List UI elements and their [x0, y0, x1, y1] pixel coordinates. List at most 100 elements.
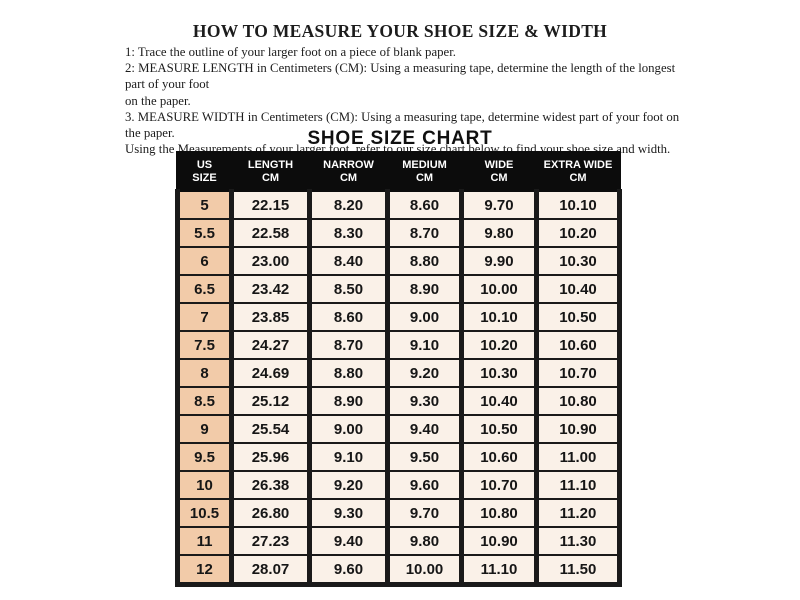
measurement-cell: 9.80: [385, 526, 464, 556]
us-size-cell: 9.5: [175, 442, 234, 472]
measurement-cell: 9.40: [385, 414, 464, 444]
measurement-cell: 10.60: [459, 442, 539, 472]
table-row: 11 27.23 9.40 9.80 10.90 11.30: [175, 526, 622, 556]
measurement-cell: 9.20: [385, 358, 464, 388]
measurement-cell: 11.10: [534, 470, 622, 500]
measurement-cell: 9.10: [307, 442, 390, 472]
measurement-cell: 8.70: [307, 330, 390, 360]
measurement-cell: 9.30: [385, 386, 464, 416]
measurement-cell: 11.10: [459, 554, 539, 587]
us-size-cell: 12: [175, 554, 234, 587]
measurement-cell: 10.60: [534, 330, 622, 360]
measurement-cell: 26.80: [229, 498, 312, 528]
us-size-cell: 7: [175, 302, 234, 332]
measurement-cell: 9.70: [459, 189, 539, 220]
instruction-step: 2: MEASURE LENGTH in Centimeters (CM): U…: [125, 61, 676, 108]
measurement-cell: 28.07: [229, 554, 312, 587]
instruction-step: 1: Trace the outline of your larger foot…: [125, 45, 456, 59]
measurement-cell: 8.30: [307, 218, 390, 248]
measurement-cell: 10.10: [459, 302, 539, 332]
measurement-cell: 23.85: [229, 302, 312, 332]
table-row: 6.5 23.42 8.50 8.90 10.00 10.40: [175, 274, 622, 304]
measurement-cell: 8.90: [385, 274, 464, 304]
column-header: LENGTH CM: [230, 151, 311, 192]
measurement-cell: 9.60: [385, 470, 464, 500]
measurement-cell: 24.27: [229, 330, 312, 360]
us-size-cell: 6: [175, 246, 234, 276]
measurement-cell: 10.90: [534, 414, 622, 444]
us-size-cell: 5: [175, 189, 234, 220]
measurement-cell: 8.90: [307, 386, 390, 416]
measurement-cell: 10.20: [534, 218, 622, 248]
measurement-cell: 8.70: [385, 218, 464, 248]
table-row: 5.5 22.58 8.30 8.70 9.80 10.20: [175, 218, 622, 248]
us-size-cell: 10.5: [175, 498, 234, 528]
measurement-cell: 10.30: [534, 246, 622, 276]
us-size-cell: 10: [175, 470, 234, 500]
us-size-cell: 6.5: [175, 274, 234, 304]
measurement-cell: 9.00: [385, 302, 464, 332]
measurement-cell: 9.00: [307, 414, 390, 444]
table-row: 9 25.54 9.00 9.40 10.50 10.90: [175, 414, 622, 444]
measurement-cell: 10.80: [459, 498, 539, 528]
measurement-cell: 9.60: [307, 554, 390, 587]
measurement-cell: 23.42: [229, 274, 312, 304]
table-row: 9.5 25.96 9.10 9.50 10.60 11.00: [175, 442, 622, 472]
measurement-cell: 9.40: [307, 526, 390, 556]
measurement-cell: 9.50: [385, 442, 464, 472]
measurement-cell: 10.00: [385, 554, 464, 587]
table-row: 5 22.15 8.20 8.60 9.70 10.10: [175, 189, 622, 220]
table-row: 8 24.69 8.80 9.20 10.30 10.70: [175, 358, 622, 388]
measurement-cell: 9.20: [307, 470, 390, 500]
measurement-cell: 9.90: [459, 246, 539, 276]
us-size-cell: 8.5: [175, 386, 234, 416]
column-header: US SIZE: [176, 151, 233, 192]
us-size-cell: 11: [175, 526, 234, 556]
measurement-cell: 8.80: [307, 358, 390, 388]
table-row: 7.5 24.27 8.70 9.10 10.20 10.60: [175, 330, 622, 360]
measurement-cell: 11.00: [534, 442, 622, 472]
table-body: 5 22.15 8.20 8.60 9.70 10.10 5.5 22.58 8.30 8.70 9…: [175, 189, 622, 587]
measurement-cell: 8.80: [385, 246, 464, 276]
measurement-cell: 9.30: [307, 498, 390, 528]
measurement-cell: 8.60: [307, 302, 390, 332]
shoe-size-table: US SIZE LENGTH CM NARROW CM MEDIUM CM WIDE C…: [175, 151, 622, 587]
measurement-cell: 10.50: [459, 414, 539, 444]
table-header-row: US SIZE LENGTH CM NARROW CM MEDIUM CM WIDE C…: [176, 151, 621, 192]
column-header: WIDE CM: [460, 151, 538, 192]
table-row: 7 23.85 8.60 9.00 10.10 10.50: [175, 302, 622, 332]
table-row: 6 23.00 8.40 8.80 9.90 10.30: [175, 246, 622, 276]
measurement-cell: 10.00: [459, 274, 539, 304]
measurement-cell: 27.23: [229, 526, 312, 556]
column-header: EXTRA WIDE CM: [535, 151, 621, 192]
measurement-cell: 9.80: [459, 218, 539, 248]
measurement-cell: 10.10: [534, 189, 622, 220]
measurement-cell: 26.38: [229, 470, 312, 500]
column-header: NARROW CM: [308, 151, 389, 192]
measurement-cell: 22.58: [229, 218, 312, 248]
measurement-cell: 10.30: [459, 358, 539, 388]
measurement-cell: 10.40: [534, 274, 622, 304]
page-title: HOW TO MEASURE YOUR SHOE SIZE & WIDTH: [192, 21, 608, 41]
measurement-cell: 24.69: [229, 358, 312, 388]
us-size-cell: 9: [175, 414, 234, 444]
measurement-cell: 8.40: [307, 246, 390, 276]
measurement-cell: 8.50: [307, 274, 390, 304]
measurement-cell: 8.20: [307, 189, 390, 220]
measurement-cell: 11.20: [534, 498, 622, 528]
measurement-cell: 10.70: [534, 358, 622, 388]
measurement-cell: 10.80: [534, 386, 622, 416]
measurement-cell: 25.96: [229, 442, 312, 472]
measurement-cell: 8.60: [385, 189, 464, 220]
measurement-cell: 22.15: [229, 189, 312, 220]
table-row: 10.5 26.80 9.30 9.70 10.80 11.20: [175, 498, 622, 528]
us-size-cell: 5.5: [175, 218, 234, 248]
measurement-cell: 25.12: [229, 386, 312, 416]
measurement-cell: 9.70: [385, 498, 464, 528]
table-row: 8.5 25.12 8.90 9.30 10.40 10.80: [175, 386, 622, 416]
table-row: 10 26.38 9.20 9.60 10.70 11.10: [175, 470, 622, 500]
measurement-cell: 23.00: [229, 246, 312, 276]
measurement-cell: 10.70: [459, 470, 539, 500]
measurement-cell: 11.50: [534, 554, 622, 587]
